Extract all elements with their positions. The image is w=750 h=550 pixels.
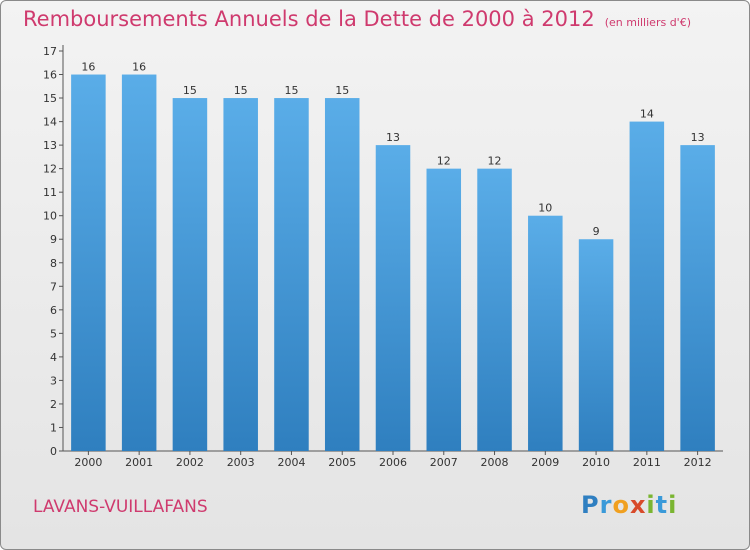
y-tick-label: 1 xyxy=(50,421,57,434)
bar-value-label: 16 xyxy=(81,61,95,74)
y-tick-label: 2 xyxy=(50,398,57,411)
title-row: Remboursements Annuels de la Dette de 20… xyxy=(23,7,691,31)
bar xyxy=(629,121,665,452)
bar xyxy=(680,145,715,451)
logo-letter: t xyxy=(655,491,669,519)
y-tick-label: 3 xyxy=(50,374,57,387)
x-tick-label: 2010 xyxy=(582,456,610,469)
bar xyxy=(477,168,512,451)
logo-letter: x xyxy=(629,491,647,519)
logo-letter: P xyxy=(581,491,600,519)
bar-value-label: 9 xyxy=(593,225,600,238)
logo-letter: i xyxy=(668,491,678,519)
proxiti-logo: Proxiti xyxy=(581,491,677,519)
x-tick-label: 2012 xyxy=(684,456,712,469)
x-tick-label: 2006 xyxy=(379,456,407,469)
bar-value-label: 14 xyxy=(640,108,654,121)
x-tick-label: 2011 xyxy=(633,456,661,469)
y-tick-label: 0 xyxy=(50,445,57,458)
y-tick-label: 15 xyxy=(43,92,57,105)
bar-value-label: 15 xyxy=(234,84,248,97)
bar xyxy=(324,98,360,451)
y-tick-label: 11 xyxy=(43,186,57,199)
x-tick-label: 2004 xyxy=(277,456,305,469)
logo-letter: i xyxy=(646,491,656,519)
bar xyxy=(71,74,106,451)
bar-value-label: 15 xyxy=(335,84,349,97)
bar-value-label: 15 xyxy=(284,84,298,97)
y-tick-label: 10 xyxy=(43,210,57,223)
bar xyxy=(375,145,411,451)
x-tick-label: 2003 xyxy=(227,456,255,469)
y-tick-label: 14 xyxy=(43,116,57,129)
bar-value-label: 12 xyxy=(437,155,451,168)
logo-letter: r xyxy=(599,491,613,519)
y-tick-label: 16 xyxy=(43,69,57,82)
bar xyxy=(578,239,614,451)
chart-subtitle: (en milliers d'€) xyxy=(604,16,691,29)
bar xyxy=(274,98,309,451)
bar xyxy=(121,74,157,451)
y-tick-label: 12 xyxy=(43,163,57,176)
commune-name: LAVANS-VUILLAFANS xyxy=(33,497,208,517)
x-tick-label: 2000 xyxy=(74,456,102,469)
bar-value-label: 10 xyxy=(538,202,552,215)
bar xyxy=(223,98,258,451)
y-tick-label: 8 xyxy=(50,257,57,270)
y-tick-label: 9 xyxy=(50,233,57,246)
y-tick-label: 7 xyxy=(50,280,57,293)
x-tick-label: 2002 xyxy=(176,456,204,469)
x-tick-label: 2008 xyxy=(481,456,509,469)
y-tick-label: 6 xyxy=(50,304,57,317)
bar-value-label: 13 xyxy=(386,131,400,144)
x-tick-label: 2009 xyxy=(531,456,559,469)
x-tick-label: 2005 xyxy=(328,456,356,469)
bar xyxy=(528,215,563,451)
chart-title: Remboursements Annuels de la Dette de 20… xyxy=(23,7,595,31)
y-tick-label: 5 xyxy=(50,327,57,340)
bar-value-label: 12 xyxy=(488,155,502,168)
bar-value-label: 15 xyxy=(183,84,197,97)
bar-value-label: 16 xyxy=(132,61,146,74)
y-tick-label: 13 xyxy=(43,139,57,152)
y-tick-label: 4 xyxy=(50,351,57,364)
x-tick-label: 2001 xyxy=(125,456,153,469)
bar-value-label: 13 xyxy=(691,131,705,144)
y-tick-label: 17 xyxy=(43,45,57,58)
bar xyxy=(426,168,462,451)
x-tick-label: 2007 xyxy=(430,456,458,469)
bar xyxy=(172,98,208,451)
logo-letter: o xyxy=(612,491,630,519)
